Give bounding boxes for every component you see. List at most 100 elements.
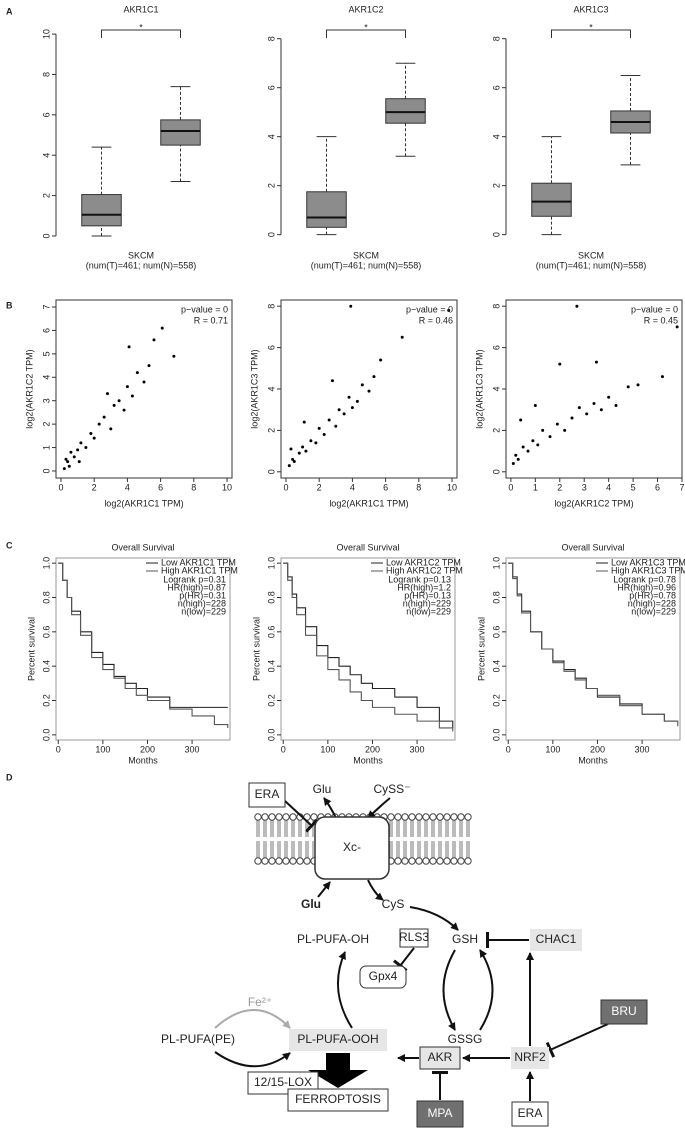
significance: * [364,22,368,32]
point [555,422,559,426]
y-axis-label: Percent survival [476,617,486,681]
lipid-head [422,857,430,865]
y-tick-label: 2 [41,422,51,427]
node-box [248,782,286,808]
y-tick-label: 4 [266,386,276,391]
stat: p(HR)=0.13 [404,590,451,600]
node-label: ERA [518,1106,543,1120]
point [541,428,545,432]
y-tick-label: 6 [41,328,51,333]
chart-title: AKR1C2 [348,4,383,14]
point [570,416,574,420]
x-axis-label: SKCM [128,250,154,260]
y-tick-label: 0.0 [491,729,501,742]
point [62,467,66,471]
lipid-head [303,857,311,865]
box [385,98,426,124]
chart-title: Overall Survival [561,542,624,552]
arrow [214,1051,291,1068]
point [77,460,81,464]
x-axis-label: Months [578,755,608,765]
stat: p(HR)=0.78 [629,590,676,600]
plot-frame [280,299,458,479]
lipid-head [401,857,409,865]
y-tick-label: 0 [491,232,501,237]
annotation: R = 0.71 [194,315,228,325]
point [291,457,295,461]
point [675,325,679,329]
node-label: PL-PUFA-OH [297,932,369,946]
y-tick-label: 4 [41,375,51,380]
lipid-head [429,857,437,865]
point [360,383,364,387]
inhibition [284,800,319,833]
point [531,439,535,443]
y-tick-label: 0.4 [41,660,51,673]
y-tick-label: 0 [266,469,276,474]
node-label: GSSG [448,1032,483,1046]
plot-frame [280,557,456,741]
point [72,455,76,459]
point [516,457,520,461]
y-tick-label: 0.2 [266,694,276,707]
significance: * [589,22,593,32]
x-tick-label: 200 [590,744,605,754]
node-box [289,1029,387,1051]
point [289,447,293,451]
point [585,412,589,416]
x-tick-label: 4 [350,482,355,492]
point [322,433,326,437]
panel-label: A [6,6,13,16]
x-axis-label: SKCM [353,250,379,260]
x-tick-label: 0 [58,482,63,492]
survival-curve [508,562,679,727]
lipid-head [408,857,416,865]
lipid-head [289,813,297,821]
lipid-head [443,813,451,821]
x-axis-label: log2(AKR1C1 TPM) [329,498,408,508]
y-tick-label: 7 [41,305,51,310]
plot-frame [55,557,231,741]
x-tick-label: 0 [56,744,61,754]
y-tick-label: 0 [266,232,276,237]
stat: n(low)=229 [631,606,676,616]
stat: HR(high)=0.96 [617,582,676,592]
node-box [416,1100,464,1128]
point [69,450,73,454]
y-tick-label: 0.6 [491,626,501,639]
arrow [214,1009,291,1029]
point [337,408,341,412]
x-axis-sublabel: (num(T)=461; num(N)=558) [311,260,422,270]
legend-label: Low AKR1C2 TPM [386,557,461,567]
point [536,443,540,447]
node-label: NRF2 [514,1050,546,1064]
point [594,360,598,364]
node-box [399,928,429,948]
node-label: MPA [427,1106,452,1120]
pathway-edges [214,797,609,1101]
point [592,401,596,405]
legend-label: High AKR1C2 TPM [386,565,463,575]
x-tick-label: 1 [533,482,538,492]
x-tick-label: 0 [508,482,513,492]
y-tick-label: 0 [491,469,501,474]
box [160,119,201,146]
point [297,451,301,455]
y-tick-label: 8 [41,72,51,77]
y-tick-label: 8 [266,304,276,309]
point [330,379,334,383]
plot-frame [505,299,683,479]
legend-label: Low AKR1C1 TPM [161,557,236,567]
survival-curve [283,562,454,728]
chart-title: Overall Survival [111,542,174,552]
y-tick-label: 5 [41,351,51,356]
y-tick-label: 6 [491,85,501,90]
x-tick-label: 8 [191,482,196,492]
significance-bracket [101,29,181,38]
significance: * [139,22,143,32]
x-axis-sublabel: (num(T)=461; num(N)=558) [536,260,647,270]
node-label: 12/15-LOX [254,1075,312,1089]
y-tick-label: 0.8 [491,591,501,604]
lipid-head [450,857,458,865]
point [130,394,134,398]
